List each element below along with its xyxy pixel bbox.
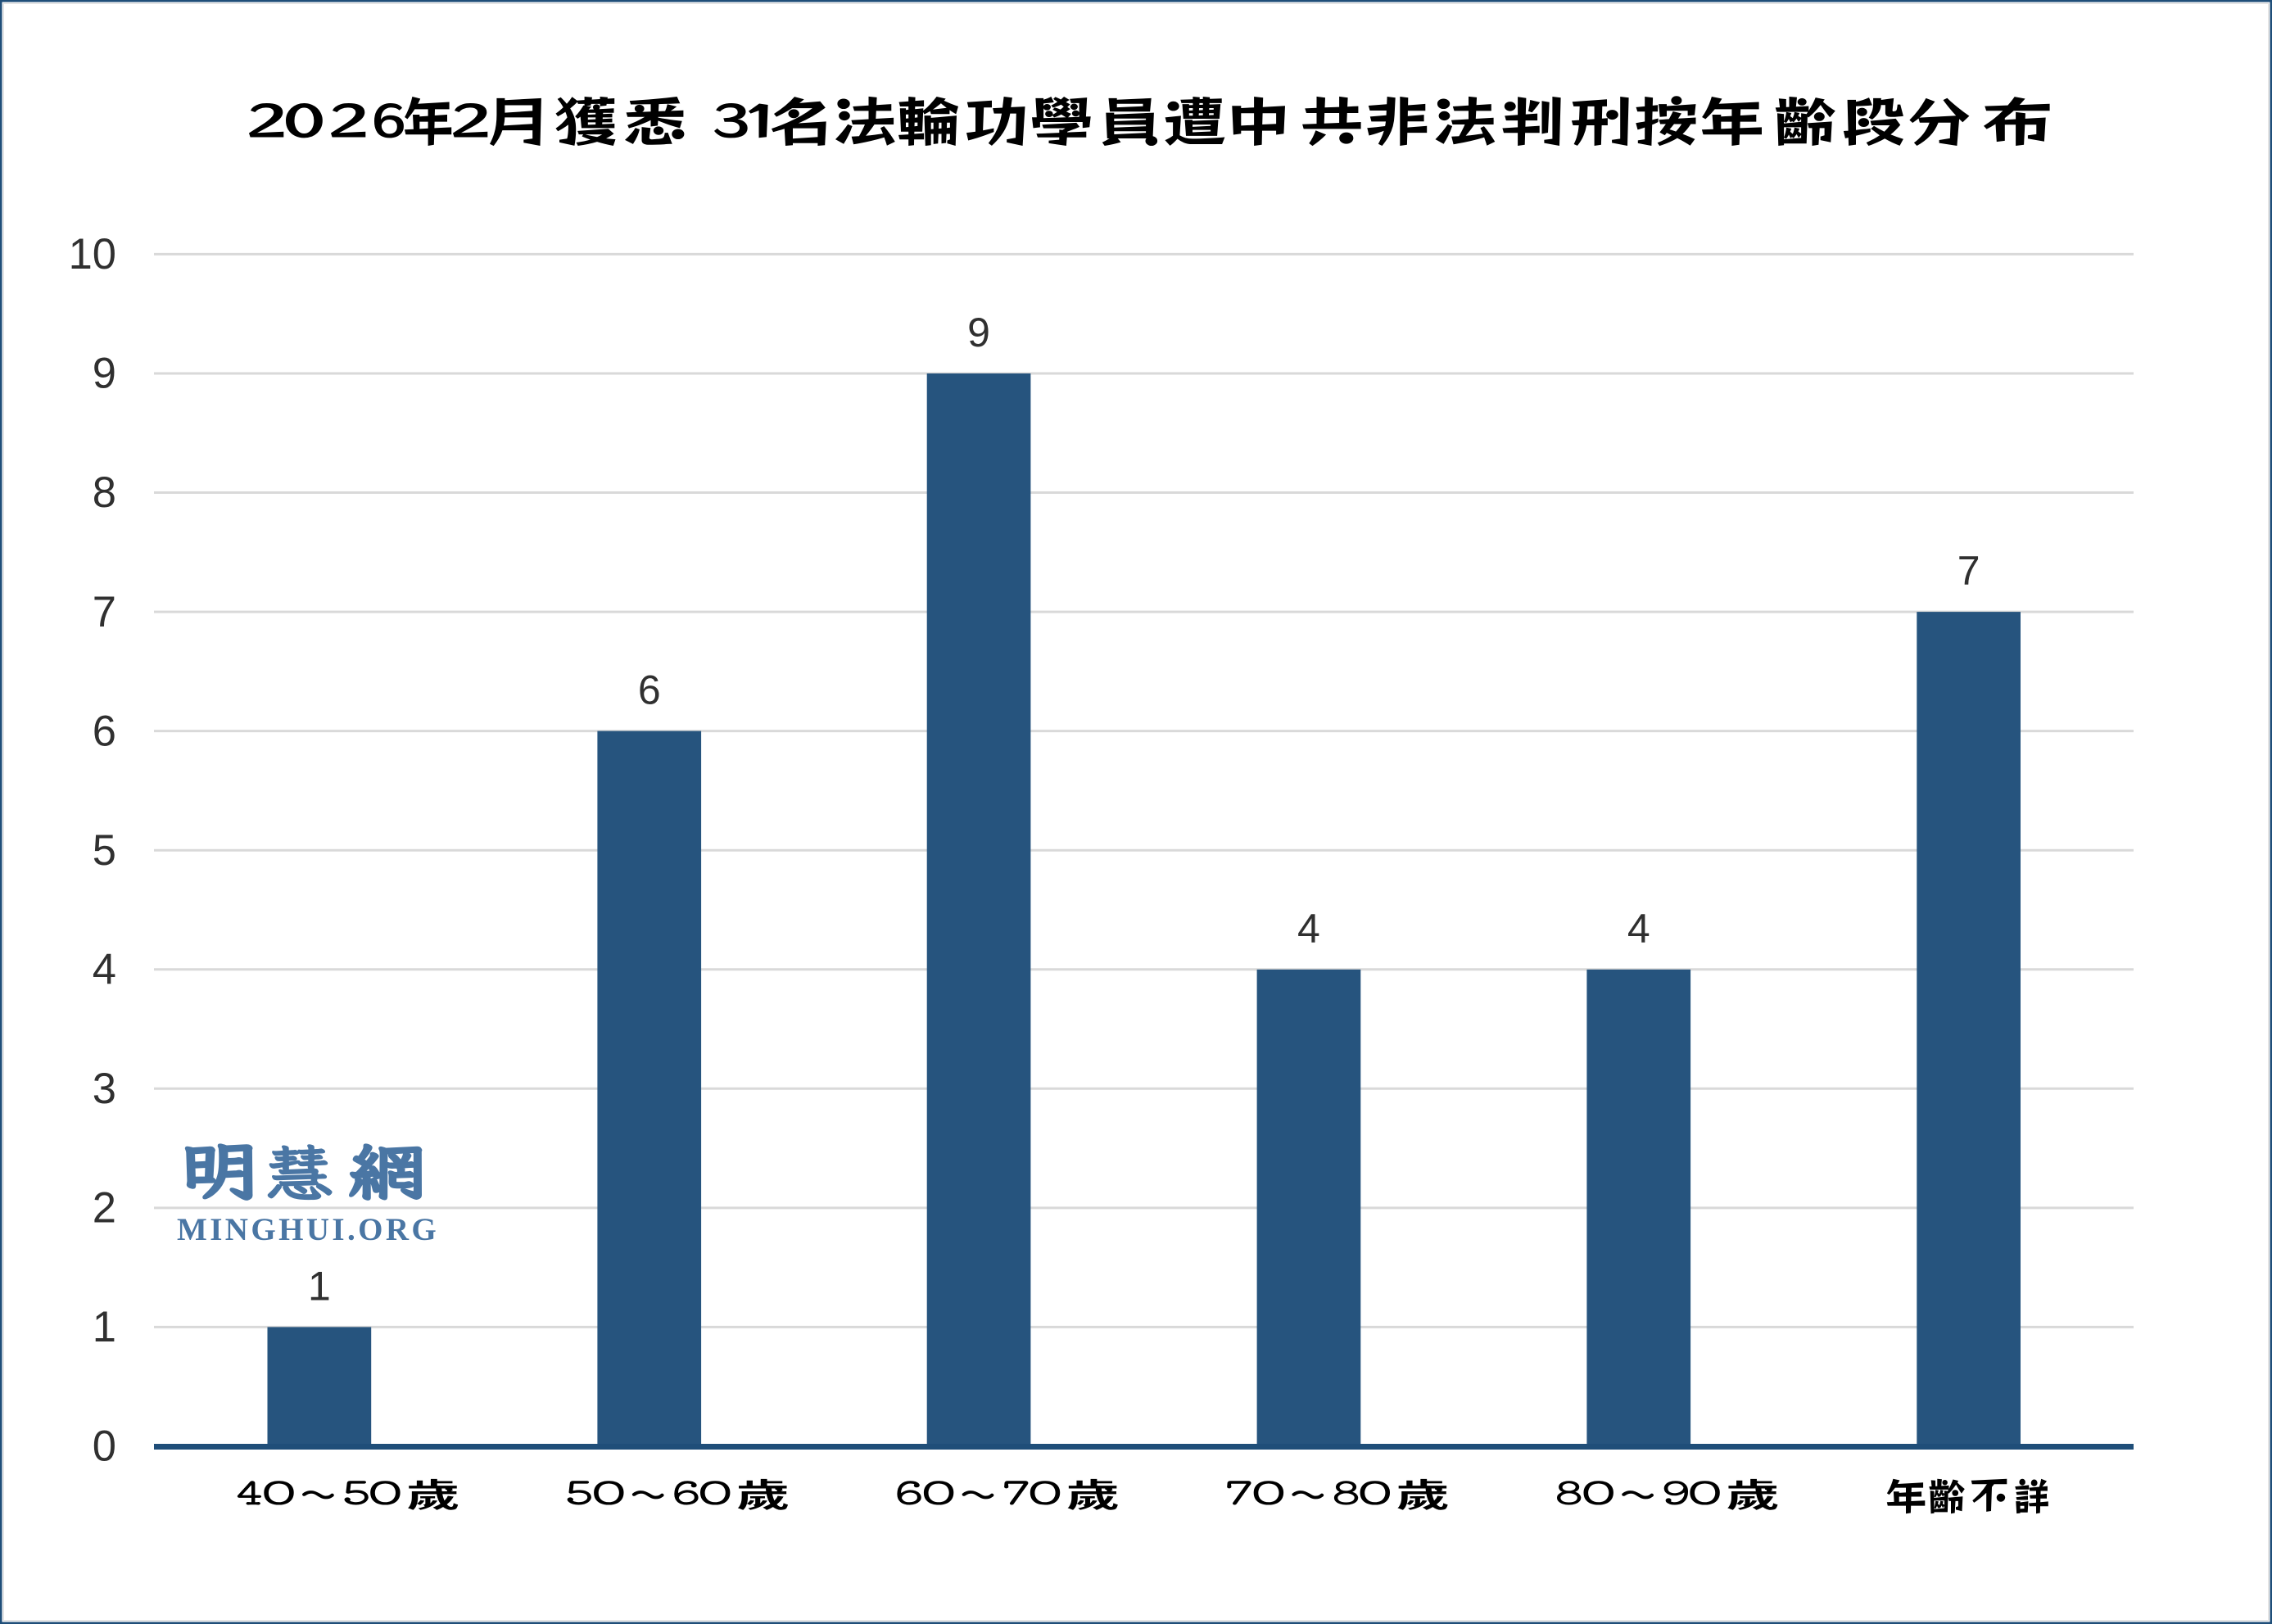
svg-text:1: 1 [93, 1303, 116, 1351]
svg-text:6: 6 [93, 707, 116, 755]
svg-text:MINGHUI.ORG: MINGHUI.ORG [177, 1212, 439, 1247]
svg-text:0: 0 [93, 1423, 116, 1471]
svg-text:9: 9 [967, 310, 990, 355]
svg-text:7: 7 [93, 588, 116, 636]
svg-text:8: 8 [93, 468, 116, 517]
svg-text:4: 4 [1297, 906, 1320, 952]
svg-text:3: 3 [93, 1065, 116, 1113]
svg-text:10: 10 [69, 230, 116, 278]
svg-text:4: 4 [1627, 906, 1650, 952]
svg-text:1: 1 [308, 1263, 331, 1309]
svg-text:4: 4 [93, 946, 116, 994]
svg-text:5: 5 [93, 826, 116, 875]
svg-text:6: 6 [638, 667, 661, 713]
svg-text:2: 2 [93, 1184, 116, 1233]
svg-text:9: 9 [93, 350, 116, 398]
svg-text:7: 7 [1957, 548, 1980, 594]
